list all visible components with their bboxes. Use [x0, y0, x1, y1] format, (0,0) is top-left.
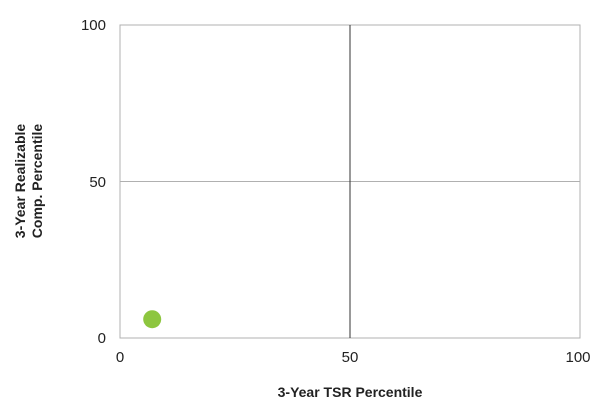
y-axis-title: 3-Year Realizable Comp. Percentile: [12, 124, 45, 239]
y-tick-label-50: 50: [89, 174, 106, 191]
x-axis-title: 3-Year TSR Percentile: [278, 384, 423, 400]
y-tick-label-100: 100: [81, 17, 106, 34]
y-axis-title-line-1: 3-Year Realizable: [12, 124, 28, 239]
x-tick-label-50: 50: [342, 349, 359, 366]
x-tick-label-100: 100: [565, 349, 590, 366]
x-tick-label-0: 0: [116, 349, 124, 366]
data-point-0: [143, 310, 162, 329]
y-tick-label-0: 0: [98, 330, 106, 347]
y-axis-title-line-2: Comp. Percentile: [29, 124, 45, 239]
data-points: [143, 310, 162, 329]
